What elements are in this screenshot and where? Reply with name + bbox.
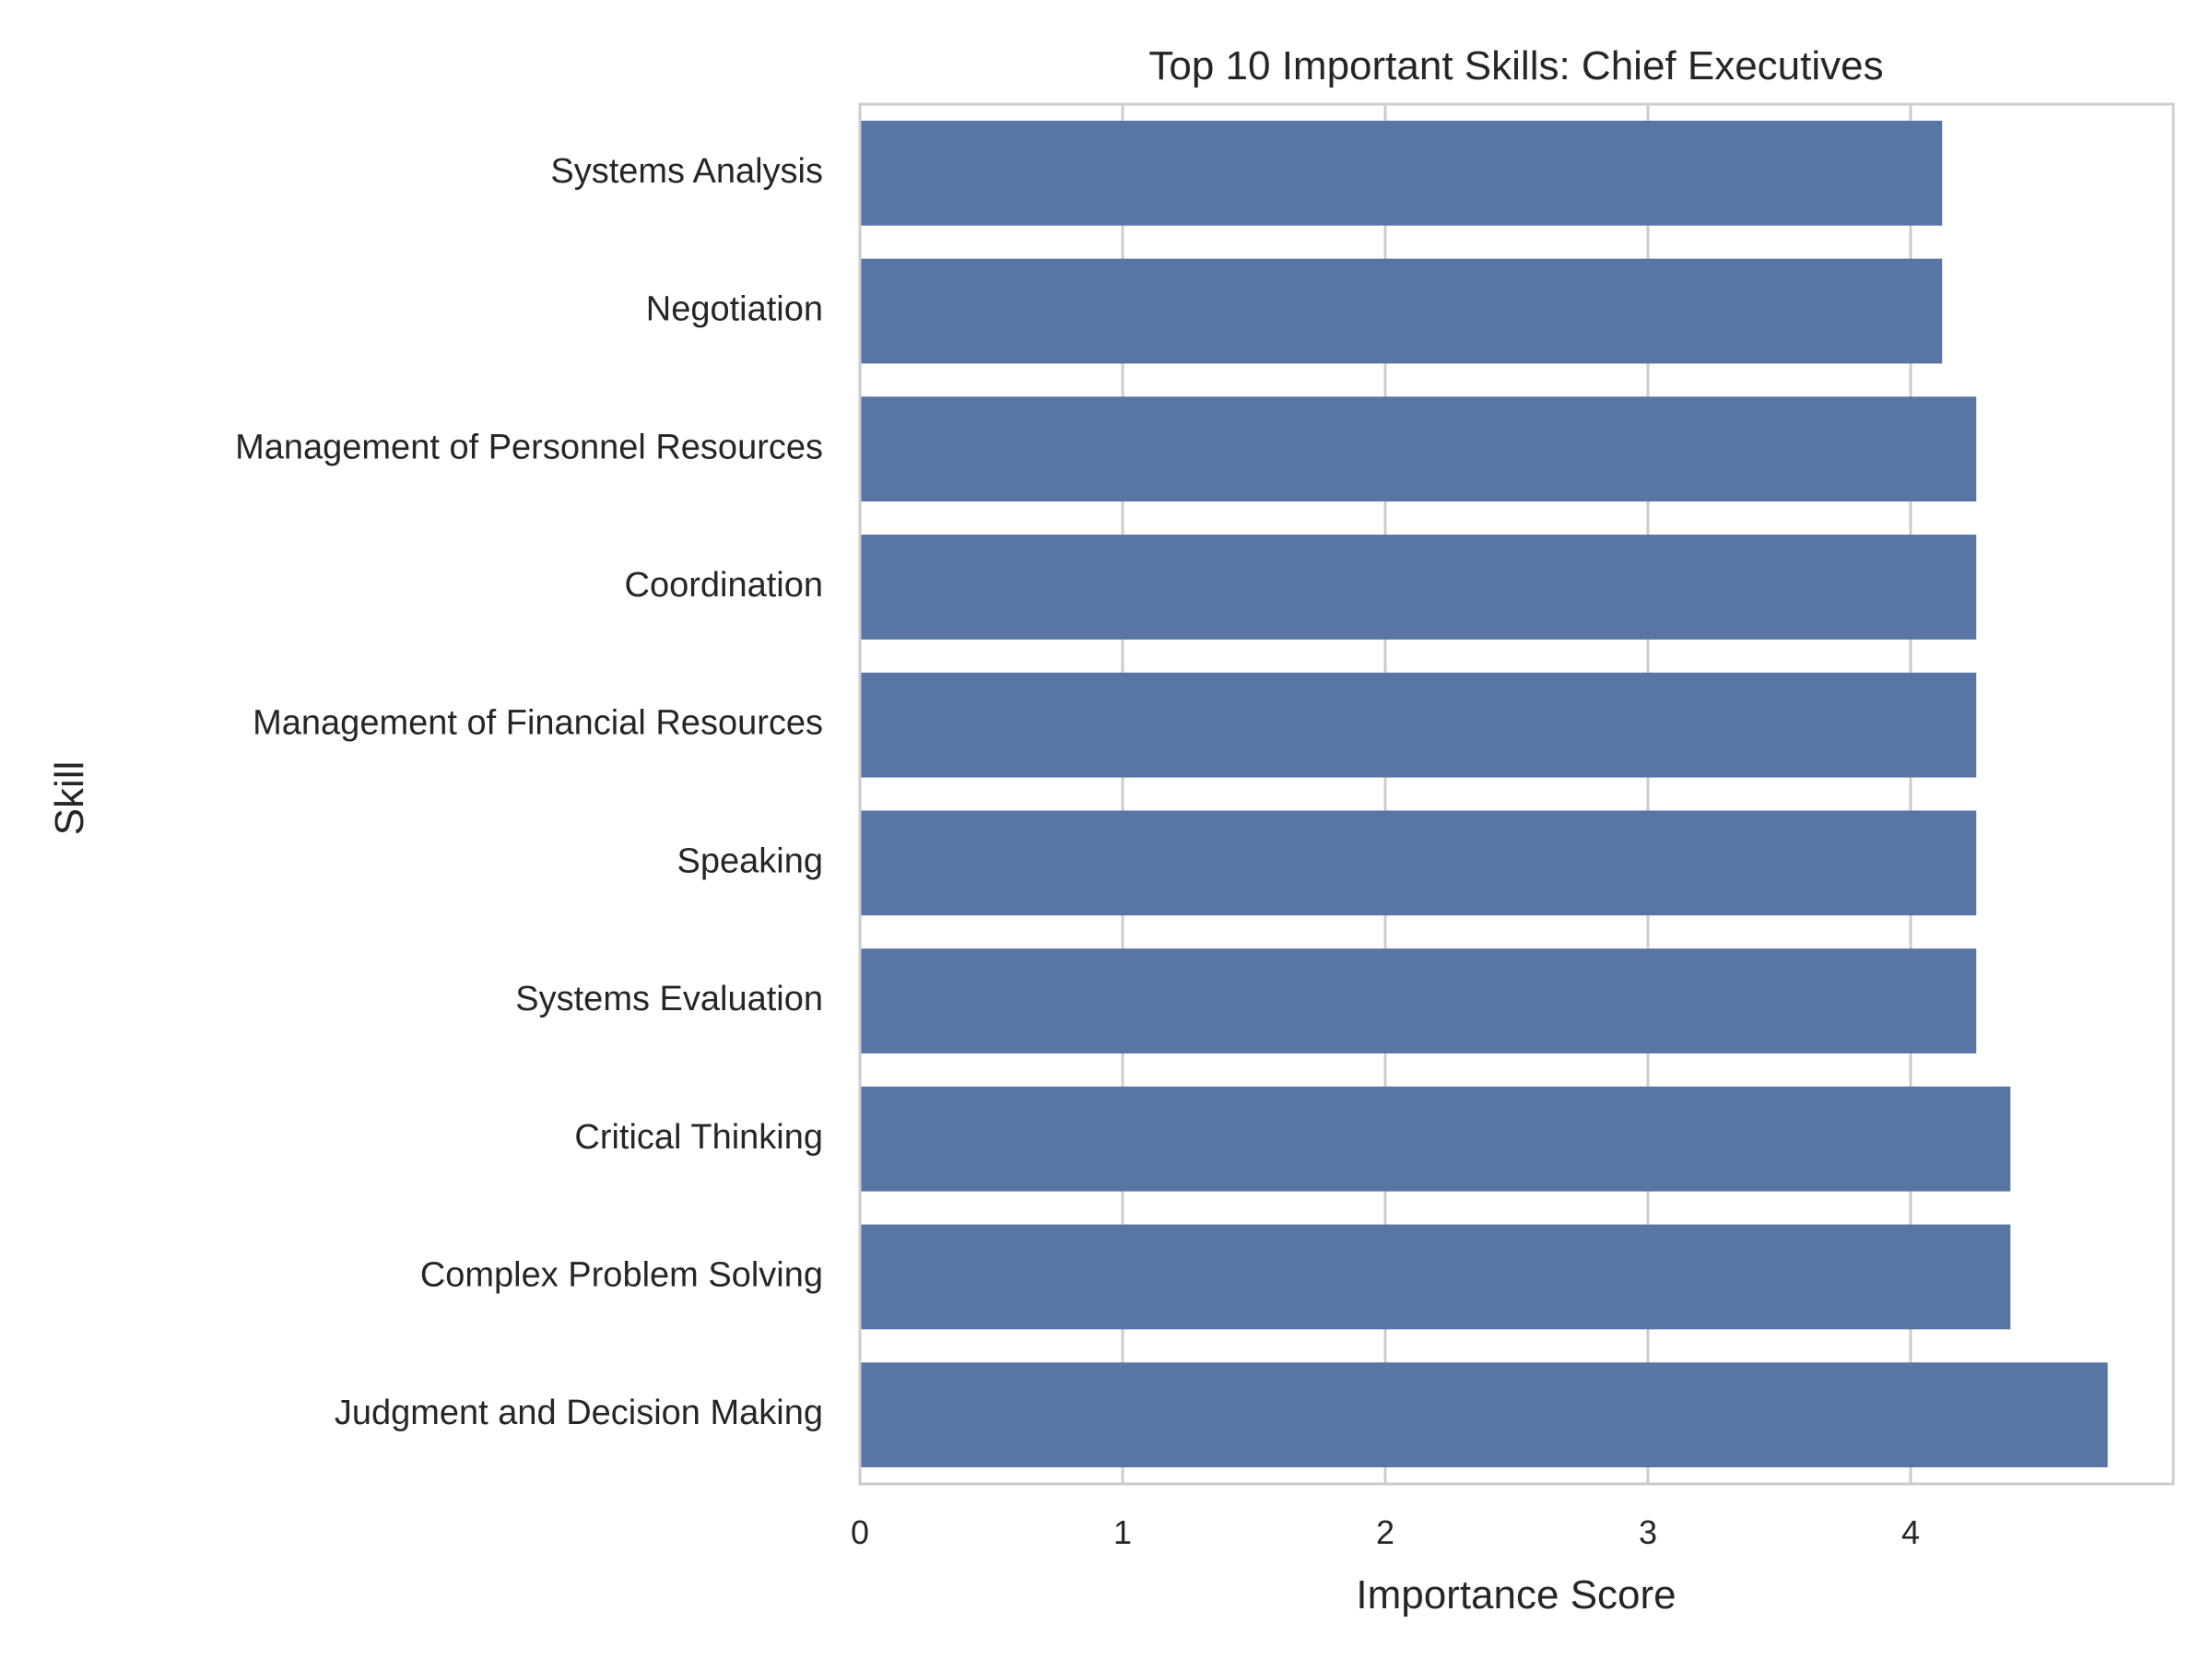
category-label: Systems Evaluation xyxy=(515,980,823,1018)
bar xyxy=(860,396,1977,502)
y-axis-title: Skill xyxy=(47,761,92,836)
bar xyxy=(860,948,1977,1053)
bar xyxy=(860,120,1943,226)
bar xyxy=(860,810,1977,916)
chart-title: Top 10 Important Skills: Chief Executive… xyxy=(1148,43,1883,88)
x-tick-label: 3 xyxy=(1639,1513,1657,1551)
plot-frame xyxy=(858,102,2175,1486)
category-label: Management of Personnel Resources xyxy=(235,428,823,466)
x-tick-label: 2 xyxy=(1376,1513,1394,1551)
bar xyxy=(860,1362,2108,1468)
category-label: Complex Problem Solving xyxy=(420,1255,823,1294)
bars xyxy=(860,120,2108,1468)
category-label: Speaking xyxy=(677,841,823,880)
category-label: Negotiation xyxy=(646,290,823,329)
x-tick-label: 4 xyxy=(1901,1513,1920,1551)
bar xyxy=(860,1086,2011,1192)
bar xyxy=(860,672,1977,778)
category-label: Critical Thinking xyxy=(574,1118,823,1157)
bar xyxy=(860,535,1977,640)
category-label: Systems Analysis xyxy=(550,152,823,191)
x-tick-label: 1 xyxy=(1113,1513,1132,1551)
bar xyxy=(860,1224,2011,1330)
x-tick-label: 0 xyxy=(851,1513,869,1551)
category-label: Judgment and Decision Making xyxy=(335,1394,823,1432)
x-tick-labels: 0 1 2 3 4 xyxy=(851,1513,1920,1551)
x-axis-title: Importance Score xyxy=(1356,1572,1676,1618)
category-label: Coordination xyxy=(625,566,823,605)
bar xyxy=(860,258,1943,364)
category-label: Management of Financial Resources xyxy=(253,704,823,743)
category-labels: Systems Analysis Negotiation Management of… xyxy=(235,152,823,1432)
